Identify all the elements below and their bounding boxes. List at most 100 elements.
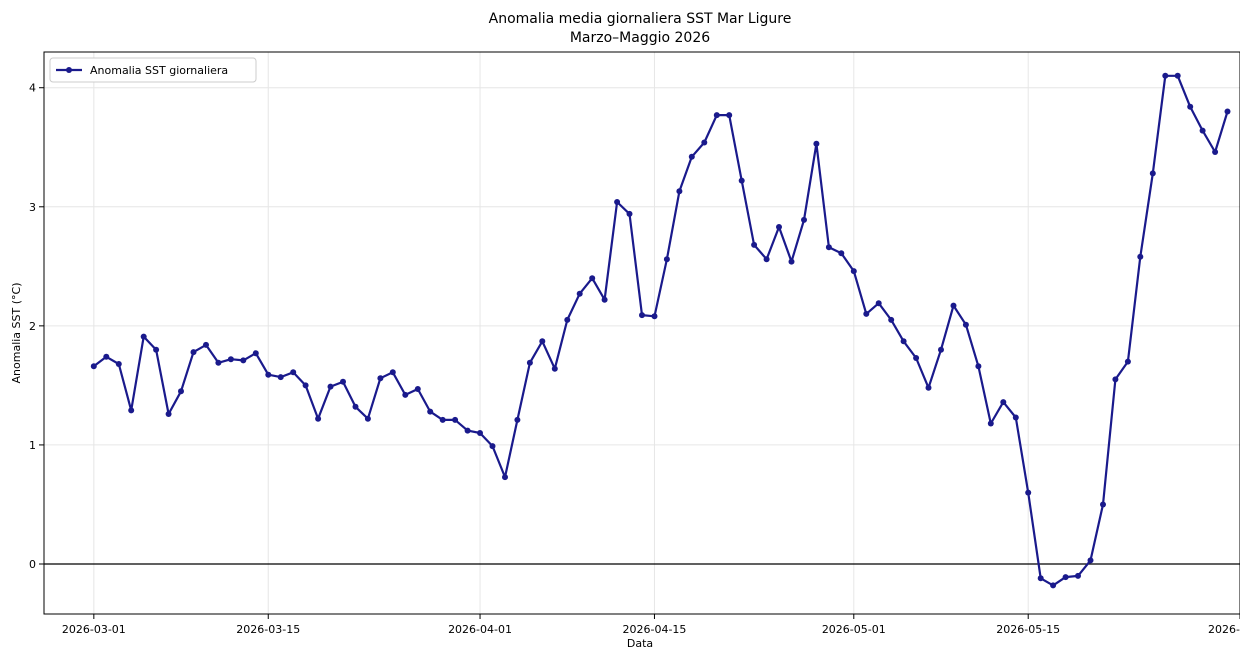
data-point (738, 177, 745, 184)
data-point (302, 382, 309, 389)
data-point (1087, 557, 1094, 564)
legend-label: Anomalia SST giornaliera (90, 64, 228, 77)
plot-frame (43, 51, 1240, 615)
data-point (825, 244, 832, 251)
x-tick-label: 2026-04-15 (622, 623, 686, 636)
data-point (614, 199, 621, 205)
series-line (93, 74, 1229, 587)
data-point (1162, 72, 1169, 79)
data-point (1199, 127, 1206, 134)
data-point (502, 474, 508, 481)
data-point (1224, 108, 1231, 115)
data-point (950, 302, 957, 309)
data-point (651, 313, 658, 320)
x-tick-label: 2026-05-01 (822, 623, 886, 636)
data-point (626, 210, 633, 217)
data-point (464, 427, 471, 434)
data-point (875, 300, 882, 307)
data-point (1124, 358, 1131, 365)
grid (44, 52, 1240, 614)
data-point (1112, 376, 1119, 383)
x-tick-label: 2026-06-01 (1208, 623, 1240, 636)
data-point (1000, 399, 1007, 406)
data-point (452, 416, 459, 423)
data-point (863, 310, 870, 317)
data-point (676, 188, 683, 195)
data-point (838, 250, 845, 257)
x-axis-label: Data (627, 637, 653, 650)
data-point (539, 338, 546, 345)
data-point (1137, 253, 1144, 260)
data-point (290, 369, 297, 376)
legend-box (49, 57, 257, 83)
data-point (352, 403, 359, 410)
data-point (489, 443, 496, 450)
x-tick-label: 2026-05-15 (996, 623, 1060, 636)
chart-subtitle: Marzo–Maggio 2026 (570, 30, 710, 46)
data-point (389, 369, 396, 376)
data-point (551, 365, 558, 372)
data-point (128, 407, 135, 414)
legend-point-marker (66, 67, 72, 73)
legend: Anomalia SST giornaliera (49, 57, 257, 83)
y-axis-ticks: 0 1 2 3 4 (29, 82, 44, 571)
data-point (713, 112, 720, 119)
data-point (1212, 149, 1219, 155)
data-point (340, 378, 346, 385)
data-point (1100, 501, 1106, 508)
data-point (1012, 414, 1019, 421)
data-point (1025, 489, 1032, 496)
data-point (153, 346, 160, 353)
data-point (240, 357, 247, 364)
y-tick-label: 1 (29, 439, 36, 452)
data-point (726, 112, 733, 119)
data-point (850, 268, 857, 275)
data-point (364, 415, 371, 422)
data-point (477, 430, 483, 436)
data-point (1050, 582, 1057, 589)
data-point (888, 316, 895, 323)
data-point (776, 224, 782, 230)
x-tick-label: 2026-04-01 (448, 623, 512, 636)
data-point (215, 359, 222, 366)
data-point (639, 312, 645, 319)
data-point (402, 391, 409, 398)
data-point (178, 388, 184, 395)
data-point (514, 416, 521, 423)
data-point (1187, 103, 1194, 110)
data-point (165, 411, 172, 417)
data-point (277, 374, 284, 381)
data-point (975, 363, 982, 370)
data-point (688, 153, 695, 160)
data-point (962, 321, 969, 328)
y-tick-label: 4 (29, 82, 36, 95)
data-point (564, 316, 571, 323)
data-point (203, 341, 209, 348)
data-point (1075, 572, 1081, 579)
data-point (140, 333, 147, 340)
data-point (938, 346, 944, 353)
data-point (115, 361, 122, 367)
data-point (751, 241, 758, 248)
data-point (252, 350, 259, 357)
data-point (987, 420, 994, 427)
x-tick-label: 2026-03-15 (236, 623, 300, 636)
data-point (103, 353, 110, 360)
data-point (900, 338, 907, 345)
chart-title: Anomalia media giornaliera SST Mar Ligur… (489, 11, 792, 27)
data-points (90, 72, 1231, 589)
y-axis-label: Anomalia SST (°C) (10, 283, 23, 384)
data-point (439, 416, 446, 423)
y-tick-label: 2 (29, 320, 36, 333)
data-point (1037, 575, 1044, 582)
data-point (589, 275, 596, 282)
y-tick-label: 3 (29, 201, 36, 214)
y-tick-label: 0 (29, 558, 36, 571)
data-point (265, 371, 272, 378)
data-point (427, 408, 434, 415)
data-point (813, 140, 820, 147)
data-point (1062, 574, 1069, 581)
data-point (190, 349, 197, 356)
data-point (227, 356, 234, 363)
